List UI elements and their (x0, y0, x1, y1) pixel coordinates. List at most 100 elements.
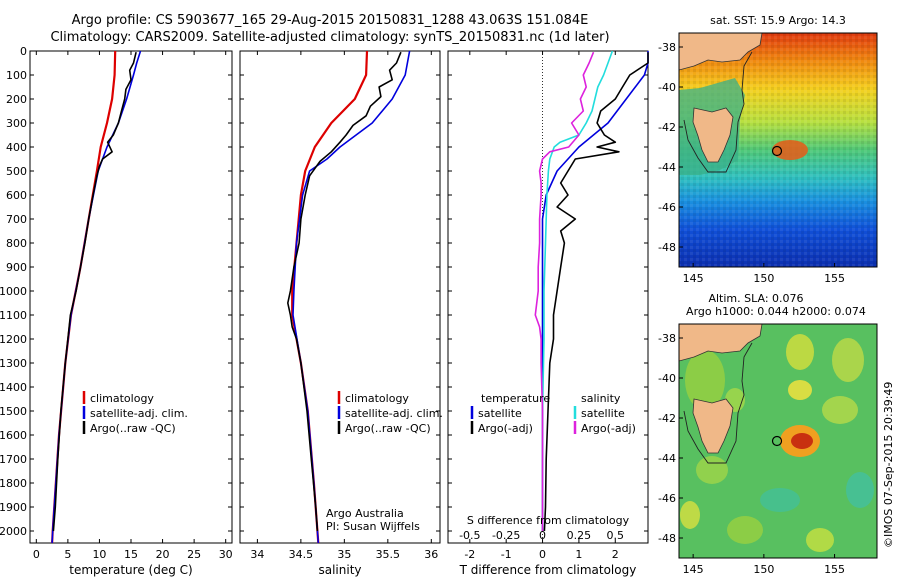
salinity-panel: 34 34.5 35 35.5 36 salinity (239, 50, 441, 577)
x-tick-label: 34.5 (289, 548, 314, 561)
top-x-tick-label: 0 (539, 529, 546, 542)
sst-map-title: sat. SST: 15.9 Argo: 14.3 (710, 14, 846, 27)
y-tick-label: 1700 (0, 453, 27, 466)
y-tick-label: 1100 (0, 309, 27, 322)
x-tick-label: 35 (337, 548, 351, 561)
legend-label-argo: Argo(..raw -QC) (345, 422, 431, 435)
x-tick-label: 0 (539, 548, 546, 561)
map-x-tick-label: 145 (683, 563, 704, 576)
plot-frame (447, 50, 649, 544)
series-line-satellite-adj-clim- (292, 50, 411, 544)
legend-label-s-satellite: satellite (581, 407, 625, 420)
map-y-tick-label: -48 (658, 241, 676, 254)
map-y-tick-label: -40 (658, 81, 676, 94)
map-x-tick-label: 145 (683, 272, 704, 285)
x-tick-label: 35.5 (376, 548, 401, 561)
sla-anomaly (832, 338, 864, 382)
mainland-australia (679, 324, 763, 362)
map-x-tick-label: 150 (753, 563, 774, 576)
x-tick-label: 25 (187, 548, 201, 561)
sst-warm-eddy (772, 140, 808, 160)
sla-anomaly (846, 472, 874, 508)
credit-stamp: ©IMOS 07-Sep-2015 20:39:49 (882, 382, 895, 548)
temperature-panel: 0100200300400500600700800900100011001200… (0, 45, 233, 577)
figure-title-line2: Climatology: CARS2009. Satellite-adjuste… (50, 30, 609, 45)
mainland-australia (679, 33, 763, 71)
series-line-argo-raw-qc- (52, 52, 137, 532)
difference-legend: temperature salinity satellite Argo(-adj… (467, 392, 636, 527)
tasmania (692, 398, 734, 454)
map-y-tick-label: -48 (658, 532, 676, 545)
top-x-tick-label: -0.25 (492, 529, 520, 542)
annotation-argo-australia: Argo Australia (326, 507, 404, 520)
y-tick-label: 1900 (0, 501, 27, 514)
legend-title-salinity: salinity (581, 392, 621, 405)
annotation-pi: PI: Susan Wijffels (326, 520, 420, 533)
difference-panel: -2 -1 0 1 2 T difference from climatology -0.5… (447, 50, 649, 577)
sla-warm-eddy-core (791, 433, 813, 449)
plot-frame (239, 50, 441, 544)
x-tick-label: 20 (156, 548, 170, 561)
map-y-tick-label: -46 (658, 201, 676, 214)
y-tick-label: 1600 (0, 429, 27, 442)
map-y-tick-label: -44 (658, 161, 676, 174)
legend-label-climatology: climatology (90, 392, 154, 405)
sst-map (679, 33, 877, 267)
x-tick-label: 10 (92, 548, 106, 561)
salinity-legend: climatology satellite-adj. clim. Argo(..… (326, 391, 443, 533)
series-line-satellite-adj-clim- (51, 50, 142, 544)
sla-anomaly (806, 528, 834, 552)
y-tick-label: 600 (6, 189, 27, 202)
plot-frame (29, 50, 233, 544)
series-line-argo-raw-qc- (286, 51, 402, 532)
temperature-legend: climatology satellite-adj. clim. Argo(..… (82, 391, 188, 435)
y-tick-label: 1000 (0, 285, 27, 298)
series-line-climatology (51, 50, 117, 544)
legend-label-s-argo: Argo(-adj) (581, 422, 636, 435)
sla-map-frame (678, 323, 878, 559)
x-tick-label: 30 (219, 548, 233, 561)
sla-map-axes: 145 150 155 -38 -40 -42 -44 -46 -48 (658, 332, 845, 576)
y-tick-label: 1400 (0, 381, 27, 394)
argo-float-marker (771, 145, 783, 157)
x-tick-label: 5 (64, 548, 71, 561)
legend-title-temperature: temperature (481, 392, 550, 405)
argo-float-marker (771, 435, 783, 447)
y-tick-label: 1300 (0, 357, 27, 370)
map-y-tick-label: -46 (658, 492, 676, 505)
y-tick-label: 1200 (0, 333, 27, 346)
y-tick-label: 1500 (0, 405, 27, 418)
top-x-tick-label: 0.5 (607, 529, 625, 542)
y-tick-label: 2000 (0, 525, 27, 538)
legend-label-satellite: satellite-adj. clim. (90, 407, 188, 420)
sla-anomaly (822, 396, 858, 424)
map-y-tick-label: -44 (658, 452, 676, 465)
x-axis-label: T difference from climatology (459, 563, 637, 577)
map-y-tick-label: -38 (658, 332, 676, 345)
series-line-t-argo-adj- (543, 52, 649, 532)
map-x-tick-label: 155 (824, 563, 845, 576)
series-line-s-satellite (541, 50, 614, 531)
x-tick-label: 15 (124, 548, 138, 561)
x-axis-label: salinity (318, 563, 361, 577)
map-y-tick-label: -42 (658, 121, 676, 134)
x-tick-label: 2 (612, 548, 619, 561)
top-axis-label: S difference from climatology (467, 514, 630, 527)
map-x-tick-label: 150 (753, 272, 774, 285)
x-tick-label: -1 (501, 548, 512, 561)
tasmania (692, 107, 734, 163)
sla-map (679, 324, 877, 558)
legend-label-climatology: climatology (345, 392, 409, 405)
legend-label-t-satellite: satellite (478, 407, 522, 420)
y-tick-label: 400 (6, 141, 27, 154)
x-axis-label: temperature (deg C) (69, 563, 192, 577)
sla-anomaly (680, 501, 700, 529)
map-y-tick-label: -40 (658, 372, 676, 385)
y-tick-label: 500 (6, 165, 27, 178)
x-tick-label: -2 (464, 548, 475, 561)
x-tick-label: 1 (575, 548, 582, 561)
y-tick-label: 1800 (0, 477, 27, 490)
legend-label-argo: Argo(..raw -QC) (90, 422, 176, 435)
map-y-tick-label: -42 (658, 412, 676, 425)
